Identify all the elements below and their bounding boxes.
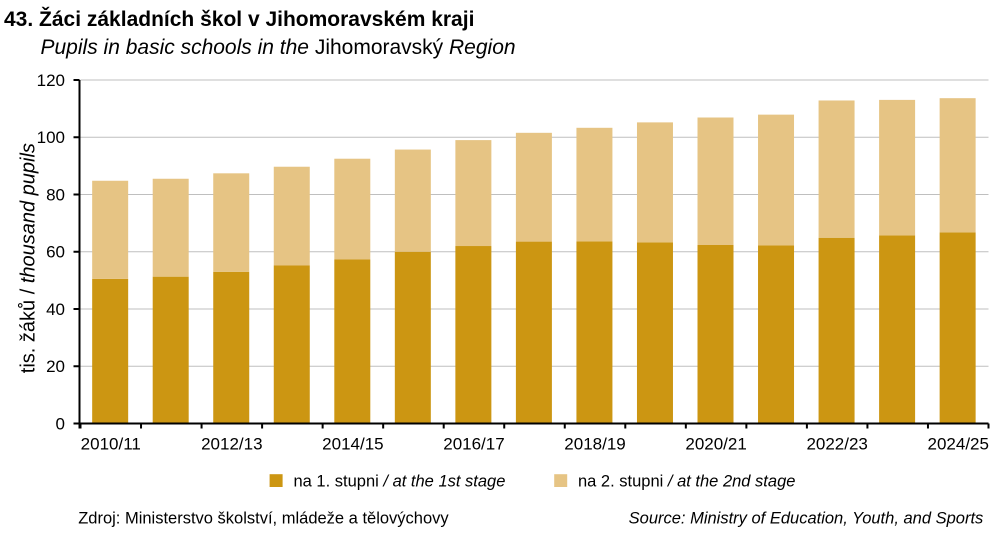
svg-text:2022/23: 2022/23 <box>806 434 867 453</box>
svg-text:2016/17: 2016/17 <box>443 434 504 453</box>
svg-text:80: 80 <box>46 185 65 204</box>
svg-text:20: 20 <box>46 357 65 376</box>
svg-text:40: 40 <box>46 300 65 319</box>
svg-text:2010/11: 2010/11 <box>81 434 141 453</box>
svg-text:Pupils in basic schools in the: Pupils in basic schools in the Jihomorav… <box>41 36 516 59</box>
svg-text:2012/13: 2012/13 <box>201 434 262 453</box>
svg-text:Zdroj: Ministerstvo školství,: Zdroj: Ministerstvo školství, mládeže a … <box>78 510 449 528</box>
svg-text:2024/25: 2024/25 <box>928 434 989 453</box>
svg-text:na 2. stupni / at the 2nd stag: na 2. stupni / at the 2nd stage <box>578 473 795 491</box>
svg-text:43. Žáci základních škol v Jih: 43. Žáci základních škol v Jihomoravském… <box>4 7 474 31</box>
svg-text:0: 0 <box>56 414 65 433</box>
svg-text:2018/19: 2018/19 <box>564 434 625 453</box>
svg-text:na 1. stupni / at the 1st stag: na 1. stupni / at the 1st stage <box>294 473 506 491</box>
svg-text:60: 60 <box>46 243 65 262</box>
svg-text:2014/15: 2014/15 <box>322 434 383 453</box>
svg-text:Source: Ministry of Education,: Source: Ministry of Education, Youth, an… <box>629 510 984 528</box>
svg-text:100: 100 <box>37 128 65 147</box>
svg-text:2020/21: 2020/21 <box>685 434 746 453</box>
svg-text:120: 120 <box>37 71 65 90</box>
svg-text:tis. žáků / thousand pupils: tis. žáků / thousand pupils <box>18 143 40 373</box>
